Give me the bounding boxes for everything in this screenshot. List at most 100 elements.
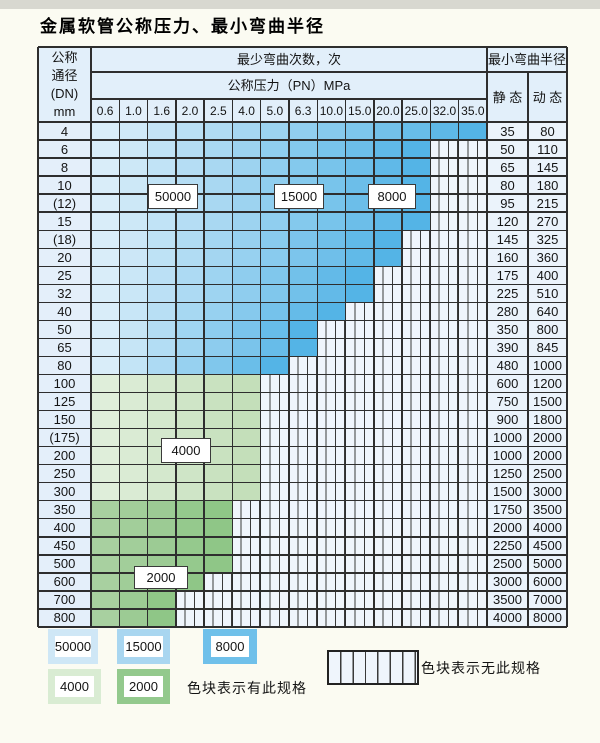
static-value: 390 [487, 338, 528, 357]
grid-cell [430, 266, 459, 285]
grid-cell [289, 140, 318, 159]
dynamic-value: 4000 [528, 518, 567, 537]
grid-cell [373, 158, 403, 177]
grid-cell [232, 482, 261, 501]
static-value: 3000 [487, 572, 528, 591]
dn-label: 32 [38, 284, 91, 303]
dynamic-value: 1500 [528, 392, 567, 411]
grid-cell [430, 248, 459, 267]
grid-cell [204, 554, 233, 573]
grid-cell [373, 446, 403, 465]
grid-cell [91, 608, 120, 627]
grid-cell [91, 320, 120, 339]
pressure-col-label: 25.0 [402, 99, 431, 122]
grid-cell [260, 536, 289, 555]
grid-cell [260, 122, 289, 141]
dynamic-header: 动 态 [528, 72, 567, 122]
grid-cell [119, 284, 148, 303]
grid-cell [458, 320, 487, 339]
grid-cell [91, 518, 120, 537]
grid-cell [119, 428, 148, 447]
grid-cell [373, 374, 403, 393]
grid-hline [38, 319, 567, 322]
static-value: 65 [487, 158, 528, 177]
grid-cell [289, 212, 318, 231]
grid-cell [402, 266, 431, 285]
grid-cell [317, 428, 346, 447]
pressure-col-label: 35.0 [458, 99, 487, 122]
grid-hline [38, 247, 567, 249]
grid-cell [430, 590, 459, 609]
grid-vline [175, 99, 177, 627]
grid-cell [317, 572, 346, 591]
dynamic-value: 5000 [528, 554, 567, 573]
dynamic-value: 2000 [528, 428, 567, 447]
grid-cell [345, 140, 374, 159]
grid-cell [175, 518, 205, 537]
static-value: 900 [487, 410, 528, 429]
grid-cell [345, 410, 374, 429]
grid-cell [458, 284, 487, 303]
static-value: 120 [487, 212, 528, 231]
grid-cell [119, 392, 148, 411]
grid-cell [119, 410, 148, 429]
grid-cell [289, 518, 318, 537]
grid-cell [91, 248, 120, 267]
grid-cell [232, 320, 261, 339]
grid-vline [429, 99, 432, 627]
grid-cell [260, 464, 289, 483]
grid-cell [147, 590, 176, 609]
grid-cell [147, 230, 176, 249]
grid-cell [317, 518, 346, 537]
grid-cell [402, 572, 431, 591]
grid-cell [373, 428, 403, 447]
grid-cell [175, 122, 205, 141]
grid-vline [231, 99, 234, 627]
grid-hline [38, 265, 567, 267]
grid-cell [373, 536, 403, 555]
grid-cell [345, 266, 374, 285]
grid-cell [402, 608, 431, 627]
grid-cell [458, 212, 487, 231]
grid-cell [204, 248, 233, 267]
grid-cell [317, 590, 346, 609]
dn-label: 8 [38, 158, 91, 177]
dynamic-value: 4500 [528, 536, 567, 555]
grid-cell [430, 338, 459, 357]
grid-cell [430, 518, 459, 537]
grid-cell [232, 284, 261, 303]
grid-cell [204, 410, 233, 429]
grid-cell [232, 374, 261, 393]
legend-swatch: 15000 [117, 629, 170, 664]
grid-cell [119, 500, 148, 519]
dn-label: 400 [38, 518, 91, 537]
grid-cell [232, 446, 261, 465]
grid-cell [260, 302, 289, 321]
grid-cell [345, 464, 374, 483]
grid-hline [38, 337, 567, 340]
grid-cell [204, 302, 233, 321]
grid-cell [204, 158, 233, 177]
static-value: 1000 [487, 428, 528, 447]
grid-cell [119, 464, 148, 483]
grid-cell [147, 302, 176, 321]
grid-cell [175, 374, 205, 393]
static-value: 1500 [487, 482, 528, 501]
grid-cell [175, 410, 205, 429]
grid-cell [317, 212, 346, 231]
static-value: 80 [487, 176, 528, 195]
grid-cell [317, 320, 346, 339]
grid-cell [373, 572, 403, 591]
grid-cell [458, 536, 487, 555]
pressure-col-label: 4.0 [232, 99, 261, 122]
dynamic-value: 360 [528, 248, 567, 267]
static-value: 95 [487, 194, 528, 213]
grid-cell [175, 590, 205, 609]
grid-cell [91, 428, 120, 447]
grid-cell [317, 410, 346, 429]
grid-cell [317, 302, 346, 321]
grid-cell [345, 230, 374, 249]
grid-cell [119, 194, 148, 213]
grid-cell [430, 482, 459, 501]
grid-vline [260, 99, 262, 627]
